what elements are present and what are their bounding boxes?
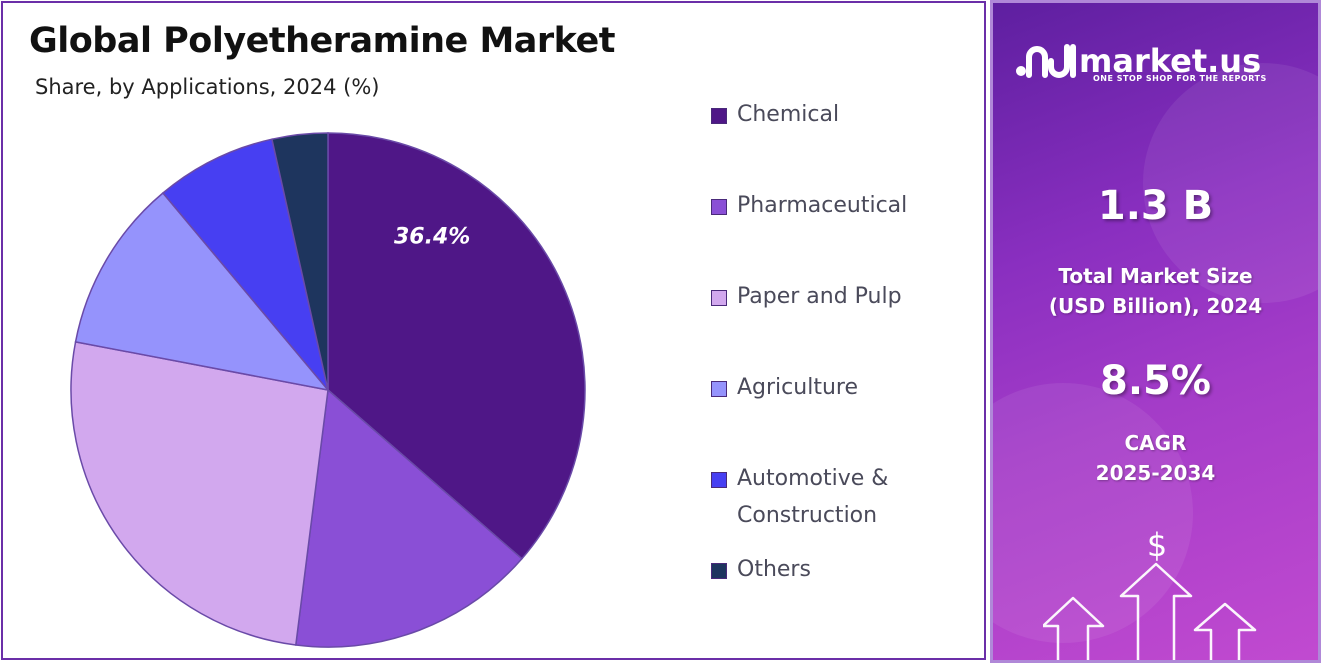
- legend-swatch: [711, 381, 727, 397]
- pie-slice-chemical: [327, 132, 586, 560]
- legend-swatch: [711, 472, 727, 488]
- brand-name: market.us: [1079, 42, 1262, 80]
- legend-label: Chemical: [737, 102, 840, 127]
- pie-slice-paper-and-pulp: [70, 340, 329, 646]
- market-size-value: 1.3 B: [1097, 183, 1214, 229]
- legend-label: Automotive & Construction: [737, 460, 888, 534]
- market-us-logo-icon: [1016, 44, 1076, 78]
- brand-tagline: ONE STOP SHOP FOR THE REPORTS: [1093, 74, 1267, 83]
- dollar-icon: $: [1147, 526, 1167, 564]
- market-size-label-line-2: (USD Billion), 2024: [1048, 294, 1263, 318]
- pie-slice-others: [271, 132, 329, 391]
- summary-sidebar: market.us ONE STOP SHOP FOR THE REPORTS …: [990, 0, 1321, 663]
- legend-label: Pharmaceutical: [737, 193, 908, 218]
- legend-item-automotive-construction: Automotive & Construction: [711, 465, 888, 534]
- legend-label: Others: [737, 557, 811, 582]
- legend-item-others: Others: [711, 556, 811, 588]
- legend-label-line-1: Automotive &: [737, 466, 889, 491]
- chart-legend: Chemical Pharmaceutical Paper and Pulp A…: [711, 3, 981, 662]
- pie-data-label: 36.4%: [394, 224, 470, 249]
- pie-chart: 36.4%: [70, 132, 586, 648]
- cagr-value: 8.5%: [1100, 358, 1211, 404]
- market-size-label-line-1: Total Market Size: [1058, 264, 1253, 288]
- legend-item-paper-and-pulp: Paper and Pulp: [711, 283, 902, 315]
- chart-panel: Global Polyetheramine Market Share, by A…: [1, 1, 986, 660]
- legend-item-agriculture: Agriculture: [711, 374, 858, 406]
- growth-arrows-icon: $: [1043, 526, 1257, 660]
- cagr-period: 2025-2034: [1095, 461, 1216, 485]
- pie-slice-pharmaceutical: [294, 388, 523, 648]
- legend-label: Paper and Pulp: [737, 284, 902, 309]
- chart-subtitle: Share, by Applications, 2024 (%): [35, 75, 380, 99]
- chart-title: Global Polyetheramine Market: [29, 21, 615, 61]
- legend-label: Agriculture: [737, 375, 858, 400]
- legend-swatch: [711, 199, 727, 215]
- pie-slice-agriculture: [74, 191, 330, 392]
- brand-logo: market.us: [1015, 41, 1261, 81]
- cagr-label: CAGR: [1124, 431, 1187, 455]
- legend-swatch: [711, 290, 727, 306]
- legend-item-pharmaceutical: Pharmaceutical: [711, 192, 907, 224]
- legend-item-chemical: Chemical: [711, 101, 839, 133]
- legend-swatch: [711, 563, 727, 579]
- pie-slice-automotive-construction: [161, 138, 329, 391]
- background-glow: [993, 383, 1193, 643]
- legend-swatch: [711, 108, 727, 124]
- legend-label-line-2: Construction: [737, 503, 878, 528]
